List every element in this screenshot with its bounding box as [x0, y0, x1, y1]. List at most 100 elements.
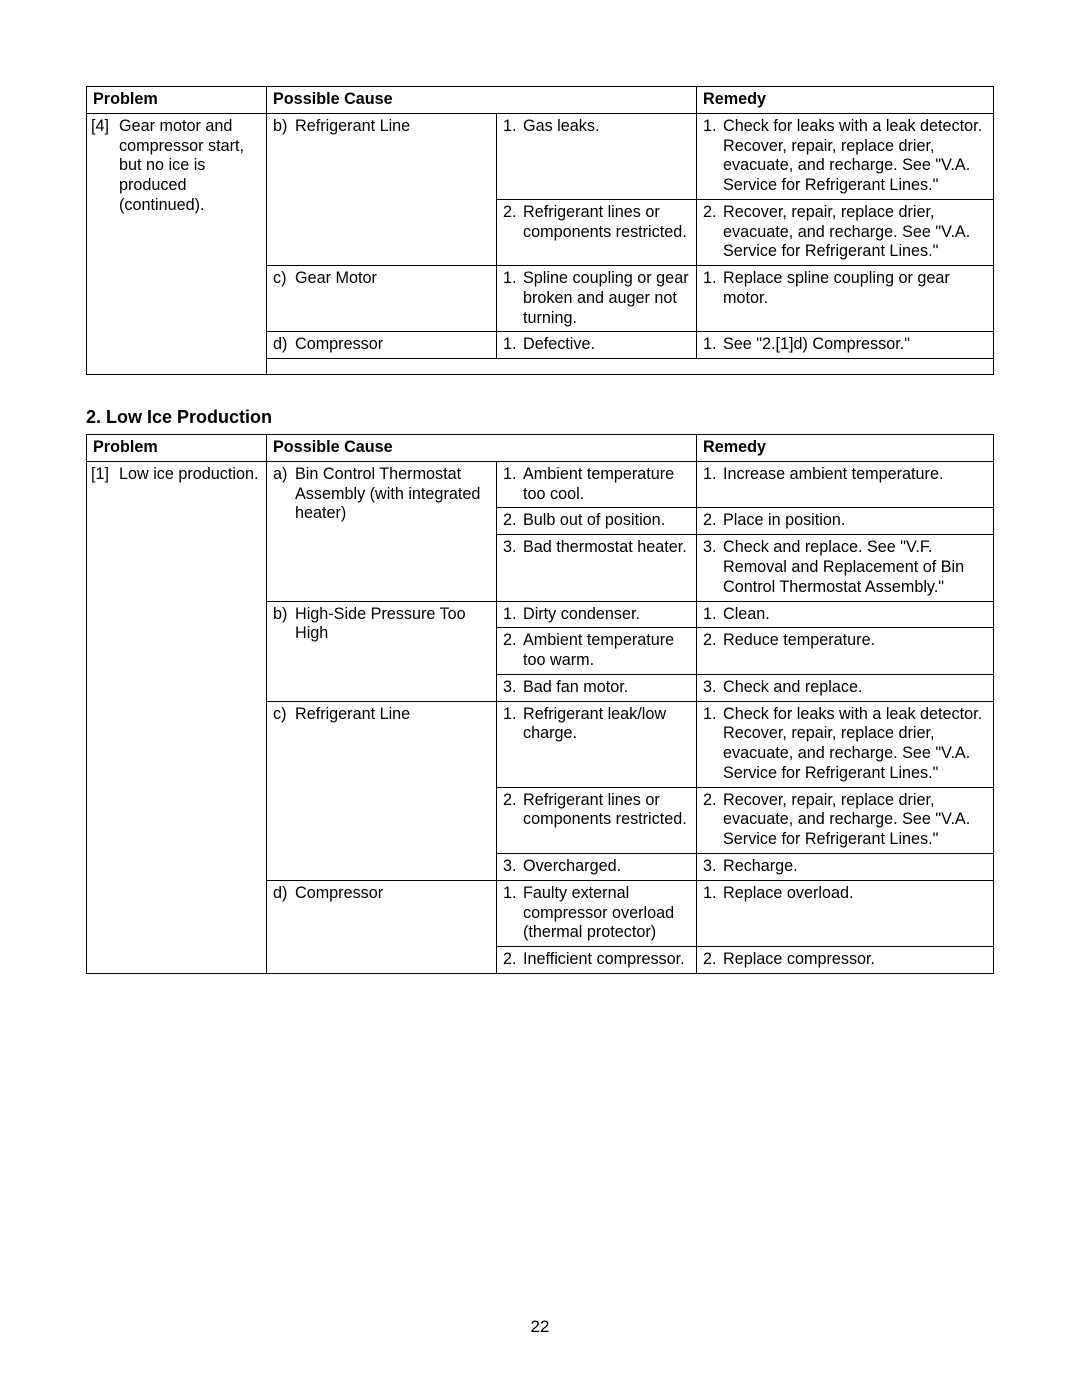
remedy-label: 3. — [703, 678, 717, 698]
cause-cell: b)Refrigerant Line — [267, 113, 497, 265]
detail-cell: 1. Dirty condenser. — [497, 601, 697, 628]
remedy-label: 3. — [703, 857, 717, 877]
cause-label: b) — [273, 605, 287, 625]
detail-text: Dirty condenser. — [523, 605, 640, 623]
remedy-label: 2. — [703, 950, 717, 970]
remedy-text: Replace spline coupling or gear motor. — [723, 269, 950, 307]
cause-label: c) — [273, 705, 286, 725]
detail-label: 1. — [503, 884, 517, 904]
detail-cell: 3. Bad fan motor. — [497, 674, 697, 701]
cause-label: a) — [273, 465, 287, 485]
detail-label: 2. — [503, 631, 517, 651]
detail-cell: 2. Inefficient compressor. — [497, 947, 697, 974]
remedy-label: 1. — [703, 117, 717, 137]
detail-cell: 1.Ambient temperature too cool. — [497, 461, 697, 508]
remedy-text: See "2.[1]d) Compressor." — [723, 335, 910, 353]
table-header-row: Problem Possible Cause Remedy — [87, 87, 994, 114]
cause-text: Compressor — [295, 335, 383, 353]
remedy-cell: 1.Increase ambient temperature. — [697, 461, 994, 508]
remedy-text: Increase ambient temperature. — [723, 465, 943, 483]
troubleshooting-table-1: Problem Possible Cause Remedy [4]Gear mo… — [86, 86, 994, 375]
problem-cell: [1] Low ice production. — [87, 461, 267, 973]
detail-cell: 2. Refrigerant lines or components restri… — [497, 787, 697, 853]
remedy-text: Replace overload. — [723, 884, 853, 902]
detail-cell: 1.Refrigerant leak/low charge. — [497, 701, 697, 787]
remedy-cell: 3. Recharge. — [697, 853, 994, 880]
cause-label: d) — [273, 335, 287, 355]
table-row: [4]Gear motor and compressor start, but … — [87, 113, 994, 199]
detail-cell: 2. Bulb out of position. — [497, 508, 697, 535]
detail-text: Refrigerant lines or components restrict… — [523, 791, 687, 829]
detail-cell: 2. Ambient temperature too warm. — [497, 628, 697, 675]
detail-text: Refrigerant lines or components restrict… — [523, 203, 687, 241]
col-header-cause: Possible Cause — [267, 435, 697, 462]
remedy-label: 1. — [703, 884, 717, 904]
detail-label: 2. — [503, 791, 517, 811]
col-header-problem: Problem — [87, 87, 267, 114]
cause-text: Compressor — [295, 884, 383, 902]
detail-label: 3. — [503, 678, 517, 698]
remedy-text: Recharge. — [723, 857, 798, 875]
blank-cell — [267, 359, 994, 375]
cause-text: Bin Control Thermostat Assembly (with in… — [295, 465, 480, 523]
detail-text: Bad thermostat heater. — [523, 538, 687, 556]
detail-label: 1. — [503, 465, 517, 485]
cause-cell: c)Refrigerant Line — [267, 701, 497, 880]
detail-cell: 3. Bad thermostat heater. — [497, 535, 697, 601]
remedy-cell: 1. Replace spline coupling or gear motor. — [697, 266, 994, 332]
detail-cell: 3.Overcharged. — [497, 853, 697, 880]
detail-text: Gas leaks. — [523, 117, 599, 135]
cause-cell: b)High-Side Pressure Too High — [267, 601, 497, 701]
remedy-text: Replace compressor. — [723, 950, 875, 968]
page-container: Problem Possible Cause Remedy [4]Gear mo… — [0, 0, 1080, 1397]
remedy-text: Check for leaks with a leak detector. Re… — [723, 117, 982, 194]
remedy-text: Check for leaks with a leak detector. Re… — [723, 705, 982, 782]
remedy-cell: 3. Check and replace. See "V.F. Removal a… — [697, 535, 994, 601]
col-header-remedy: Remedy — [697, 87, 994, 114]
detail-cell: 2. Refrigerant lines or components restri… — [497, 199, 697, 265]
remedy-label: 3. — [703, 538, 717, 558]
remedy-cell: 1. See "2.[1]d) Compressor." — [697, 332, 994, 359]
problem-text: Gear motor and compressor start, but no … — [119, 117, 244, 214]
remedy-text: Recover, repair, replace drier, evacuate… — [723, 791, 970, 849]
detail-label: 3. — [503, 538, 517, 558]
cause-label: c) — [273, 269, 286, 289]
table-header-row: Problem Possible Cause Remedy — [87, 435, 994, 462]
detail-text: Overcharged. — [523, 857, 621, 875]
problem-text: Low ice production. — [119, 465, 258, 483]
remedy-cell: 1. Check for leaks with a leak detector. … — [697, 113, 994, 199]
detail-label: 2. — [503, 203, 517, 223]
remedy-cell: 3.Check and replace. — [697, 674, 994, 701]
detail-text: Defective. — [523, 335, 595, 353]
problem-number: [4] — [91, 117, 109, 137]
detail-text: Bad fan motor. — [523, 678, 628, 696]
remedy-text: Recover, repair, replace drier, evacuate… — [723, 203, 970, 261]
remedy-text: Place in position. — [723, 511, 845, 529]
problem-number: [1] — [91, 465, 109, 485]
remedy-label: 1. — [703, 605, 717, 625]
table-row: [1]Low ice production.a)Bin Control Ther… — [87, 461, 994, 508]
col-header-problem: Problem — [87, 435, 267, 462]
detail-text: Bulb out of position. — [523, 511, 665, 529]
remedy-cell: 2.Recover, repair, replace drier, evacua… — [697, 199, 994, 265]
detail-label: 1. — [503, 117, 517, 137]
detail-text: Inefficient compressor. — [523, 950, 685, 968]
detail-label: 1. — [503, 335, 517, 355]
detail-label: 2. — [503, 950, 517, 970]
remedy-label: 1. — [703, 269, 717, 289]
remedy-cell: 1. Replace overload. — [697, 880, 994, 946]
remedy-cell: 2.Place in position. — [697, 508, 994, 535]
remedy-cell: 2. Replace compressor. — [697, 947, 994, 974]
detail-label: 1. — [503, 605, 517, 625]
detail-text: Faulty external compressor overload (the… — [523, 884, 674, 942]
col-header-remedy: Remedy — [697, 435, 994, 462]
detail-text: Ambient temperature too warm. — [523, 631, 674, 669]
remedy-label: 1. — [703, 335, 717, 355]
remedy-text: Check and replace. See "V.F. Removal and… — [723, 538, 964, 596]
remedy-label: 2. — [703, 791, 717, 811]
detail-text: Refrigerant leak/low charge. — [523, 705, 666, 743]
cause-cell: d)Compressor — [267, 880, 497, 973]
detail-label: 2. — [503, 511, 517, 531]
detail-cell: 1. Faulty external compressor overload (t… — [497, 880, 697, 946]
page-number: 22 — [0, 1317, 1080, 1337]
